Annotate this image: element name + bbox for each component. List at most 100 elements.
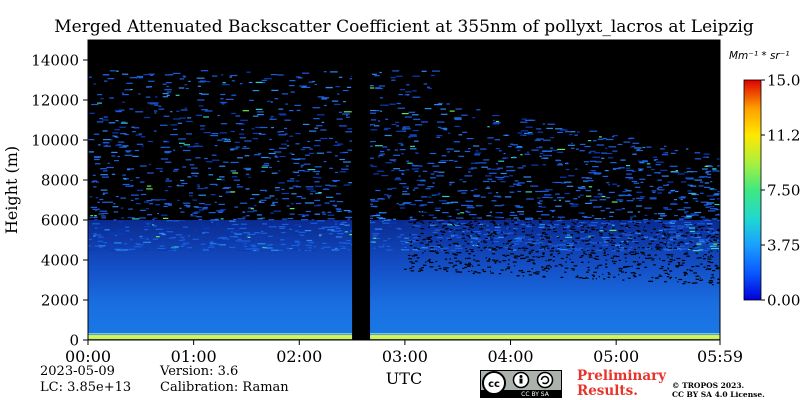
signal-speckle (644, 214, 648, 216)
signal-speckle (660, 148, 665, 150)
signal-speckle (402, 190, 408, 193)
signal-speckle (142, 237, 147, 239)
signal-speckle (242, 110, 249, 112)
signal-speckle (661, 175, 669, 177)
signal-speckle (689, 227, 697, 229)
signal-speckle (315, 173, 320, 175)
signal-dropout (611, 244, 615, 247)
signal-speckle (713, 249, 719, 251)
signal-speckle (464, 150, 471, 153)
signal-dropout (624, 271, 627, 274)
signal-speckle (513, 156, 516, 158)
signal-speckle (396, 102, 401, 105)
signal-dropout (547, 260, 550, 262)
signal-dropout (430, 213, 433, 215)
signal-speckle (90, 206, 98, 208)
signal-dropout (651, 259, 654, 261)
signal-dropout (612, 260, 617, 263)
signal-dropout (565, 261, 567, 263)
signal-speckle (658, 245, 666, 247)
signal-speckle (427, 201, 434, 203)
signal-speckle (472, 117, 476, 119)
signal-speckle (609, 227, 614, 229)
y-axis-label: Height (m) (2, 146, 21, 234)
signal-dropout (553, 228, 555, 230)
signal-speckle (155, 96, 158, 98)
signal-speckle (670, 239, 675, 241)
signal-speckle (486, 233, 490, 235)
signal-speckle (538, 203, 542, 205)
signal-speckle (153, 242, 159, 244)
signal-speckle (551, 210, 555, 213)
signal-speckle (333, 180, 338, 182)
signal-speckle (431, 194, 436, 196)
signal-speckle (278, 248, 285, 250)
signal-speckle (94, 210, 98, 212)
signal-speckle (339, 125, 347, 127)
signal-speckle (182, 75, 186, 77)
signal-dropout (530, 249, 535, 251)
signal-speckle (211, 219, 219, 221)
signal-speckle (327, 229, 335, 231)
signal-dropout (704, 254, 707, 256)
signal-dropout (677, 281, 679, 283)
signal-speckle (195, 207, 203, 209)
signal-speckle (163, 115, 170, 117)
signal-dropout (462, 233, 464, 235)
signal-speckle (434, 244, 442, 246)
signal-speckle (615, 209, 622, 211)
signal-speckle (98, 226, 104, 228)
signal-dropout (644, 254, 646, 256)
signal-dropout (569, 228, 574, 230)
signal-speckle (636, 191, 643, 193)
signal-dropout (524, 220, 529, 222)
signal-dropout (507, 266, 511, 268)
signal-speckle (473, 195, 480, 197)
signal-speckle (152, 224, 155, 226)
signal-dropout (645, 257, 649, 259)
signal-speckle (688, 192, 695, 194)
signal-speckle (111, 151, 118, 153)
signal-speckle (400, 240, 407, 242)
signal-speckle (97, 240, 104, 242)
signal-speckle (440, 108, 446, 110)
signal-speckle (427, 87, 430, 89)
signal-speckle (489, 233, 496, 235)
signal-speckle (198, 194, 206, 196)
signal-speckle (629, 216, 634, 218)
signal-dropout (648, 243, 652, 245)
signal-speckle (92, 180, 97, 182)
signal-dropout (430, 236, 432, 238)
signal-speckle (110, 232, 116, 234)
signal-speckle (279, 227, 285, 229)
signal-dropout (609, 241, 611, 243)
signal-speckle (717, 219, 720, 221)
signal-speckle (457, 190, 462, 192)
signal-dropout (422, 252, 424, 254)
signal-speckle (304, 214, 310, 216)
signal-speckle (624, 240, 629, 243)
signal-speckle (182, 239, 186, 241)
signal-speckle (664, 248, 672, 250)
signal-speckle (637, 211, 641, 213)
signal-speckle (632, 198, 635, 200)
signal-speckle (434, 104, 443, 106)
signal-dropout (563, 232, 564, 234)
signal-speckle (170, 134, 178, 136)
signal-dropout (673, 238, 677, 240)
signal-dropout (455, 269, 458, 271)
signal-speckle (210, 135, 218, 137)
signal-speckle (421, 215, 424, 217)
signal-speckle (366, 124, 375, 126)
signal-speckle (267, 100, 271, 102)
signal-speckle (435, 209, 440, 212)
signal-speckle (346, 86, 352, 88)
signal-speckle (481, 166, 488, 168)
signal-dropout (435, 260, 438, 263)
signal-speckle (231, 80, 235, 82)
signal-speckle (202, 248, 209, 250)
signal-dropout (607, 276, 610, 278)
signal-dropout (471, 231, 474, 234)
signal-dropout (525, 234, 529, 236)
signal-speckle (133, 127, 140, 129)
